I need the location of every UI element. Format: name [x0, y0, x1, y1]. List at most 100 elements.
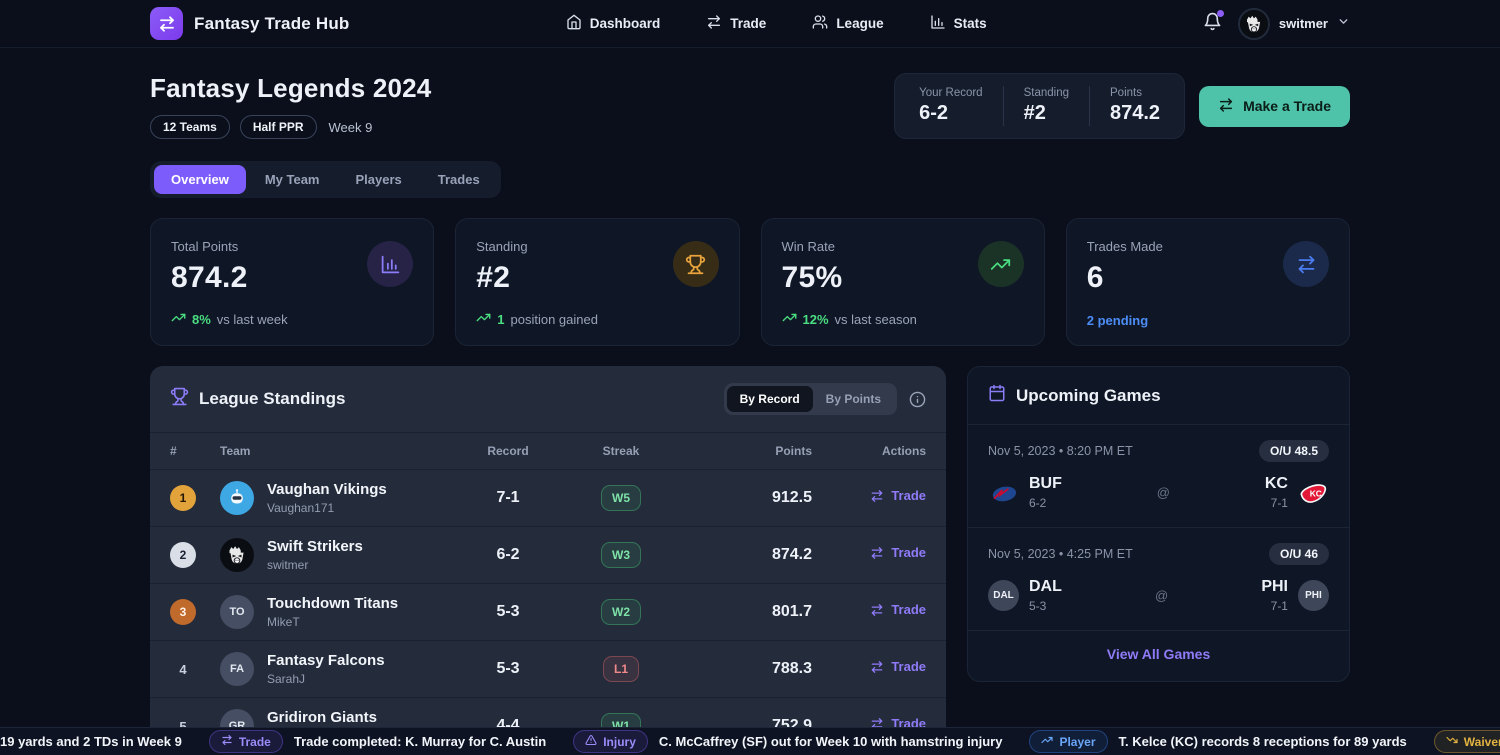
trade-button[interactable]: Trade — [870, 545, 926, 560]
swap-icon — [221, 734, 233, 749]
nav-item-dashboard[interactable]: Dashboard — [566, 14, 661, 33]
col-rank: # — [170, 444, 177, 458]
username: switmer — [1278, 16, 1328, 31]
team-avatar-mascot-icon — [220, 538, 254, 572]
away-team-record: 5-3 — [1029, 599, 1047, 613]
primary-nav: Dashboard Trade League Stats — [566, 14, 987, 33]
team-name: Vaughan Vikings — [267, 481, 387, 498]
swap-icon — [706, 14, 722, 33]
record-summary: Your Record 6-2 Standing #2 Points 874.2 — [894, 73, 1186, 139]
streak-badge: W5 — [601, 485, 641, 511]
nav-label: Dashboard — [589, 16, 661, 31]
league-meta: 12 Teams Half PPR Week 9 — [150, 115, 431, 139]
home-team-record: 7-1 — [1270, 496, 1288, 510]
at-symbol: @ — [1156, 485, 1170, 500]
trend-value: 8% — [192, 311, 211, 327]
points-value: 874.2 — [1110, 102, 1161, 124]
game-card[interactable]: Nov 5, 2023 • 4:25 PM ET O/U 46 DAL DAL … — [968, 528, 1349, 631]
tab-my-team[interactable]: My Team — [248, 165, 337, 194]
dal-logo: DAL — [988, 580, 1019, 611]
brand[interactable]: Fantasy Trade Hub — [150, 7, 350, 40]
trophy-icon — [672, 241, 719, 287]
page-header: Fantasy Legends 2024 12 Teams Half PPR W… — [150, 73, 1350, 139]
ticker-text: 19 yards and 2 TDs in Week 9 — [0, 734, 182, 749]
tab-trades[interactable]: Trades — [421, 165, 497, 194]
bills-logo-icon — [988, 477, 1019, 508]
nav-item-league[interactable]: League — [812, 14, 884, 33]
pending-link[interactable]: 2 pending — [1086, 313, 1149, 328]
stat-label: Win Rate — [781, 239, 835, 254]
toggle-by-record[interactable]: By Record — [726, 386, 813, 412]
teams-badge: 12 Teams — [150, 115, 230, 139]
home-team-record: 7-1 — [1270, 599, 1288, 613]
stat-pending[interactable]: 2 pending — [1087, 313, 1148, 328]
ticker-item: Trade Trade completed: K. Murray for C. … — [208, 730, 546, 753]
stat-card-total-points: Total Points 874.2 8% vs last week — [150, 218, 435, 346]
notifications-button[interactable] — [1203, 9, 1224, 36]
trend-text: vs last week — [216, 311, 288, 327]
make-a-trade-button[interactable]: Make a Trade — [1199, 85, 1350, 127]
nav-label: League — [836, 16, 884, 31]
trending-up-icon — [977, 241, 1024, 287]
rank-badge: 4 — [179, 661, 187, 677]
view-all-games-link[interactable]: View All Games — [1106, 646, 1211, 662]
table-row[interactable]: 3 TO Touchdown Titans MikeT 5-3 W2 801.7… — [150, 583, 946, 640]
injury-badge: Injury — [573, 730, 648, 753]
tab-players[interactable]: Players — [339, 165, 419, 194]
rank-badge: 2 — [170, 542, 196, 568]
team-owner: switmer — [267, 558, 309, 572]
away-team-abbr: DAL — [1029, 578, 1062, 595]
record-cell: 5-3 — [496, 660, 520, 677]
table-row[interactable]: 4 FA Fantasy Falcons SarahJ 5-3 L1 788.3… — [150, 640, 946, 697]
trade-button[interactable]: Trade — [870, 602, 926, 617]
toggle-by-points[interactable]: By Points — [813, 386, 894, 412]
trend-value: 12% — [802, 311, 829, 327]
nav-label: Stats — [953, 16, 987, 31]
stat-trend: 1 position gained — [476, 310, 598, 328]
nav-label: Trade — [730, 16, 767, 31]
stat-card-standing: Standing #2 1 position gained — [455, 218, 740, 346]
home-icon — [566, 14, 582, 33]
stat-cards: Total Points 874.2 8% vs last week Stand… — [150, 218, 1350, 346]
streak-badge: L1 — [602, 656, 639, 682]
standing-value: #2 — [1023, 102, 1046, 124]
trade-label: Trade — [891, 659, 926, 675]
info-icon[interactable] — [909, 391, 926, 408]
trade-button[interactable]: Trade — [870, 488, 926, 503]
trend-value: 1 — [497, 311, 505, 327]
trade-label: Trade — [891, 602, 926, 618]
rank-badge: 1 — [170, 485, 196, 511]
notification-dot — [1216, 9, 1224, 17]
game-card[interactable]: Nov 5, 2023 • 8:20 PM ET O/U 48.5 BUF 6-… — [968, 425, 1349, 528]
table-row[interactable]: 2 Swift Strikers switmer 6-2 W3 874.2 Tr… — [150, 526, 946, 583]
bar-chart-icon — [367, 241, 414, 287]
points-label: Points — [1110, 87, 1142, 99]
nav-item-trade[interactable]: Trade — [706, 14, 766, 33]
badge-label: Player — [1059, 734, 1096, 749]
news-ticker[interactable]: 19 yards and 2 TDs in Week 9 Trade Trade… — [0, 727, 1500, 755]
record-cell: 6-2 — [496, 546, 520, 563]
stat-value: #2 — [476, 261, 511, 294]
team-avatar-initials: TO — [220, 595, 254, 629]
chiefs-logo-icon: KC — [1298, 477, 1329, 508]
points-cell: 912.5 — [771, 489, 812, 506]
trade-button[interactable]: Trade — [870, 659, 926, 674]
tab-overview[interactable]: Overview — [154, 165, 246, 194]
week-label: Week 9 — [328, 119, 373, 135]
team-owner: MikeT — [267, 615, 300, 629]
stat-label: Standing — [476, 239, 528, 254]
cta-label: Make a Trade — [1243, 98, 1331, 114]
ticker-item: Waiver D. Hopkins claimed off waivers — [1433, 730, 1500, 753]
trophy-icon — [170, 387, 189, 411]
game-datetime: Nov 5, 2023 • 8:20 PM ET — [988, 444, 1133, 458]
trending-up-icon — [1041, 734, 1054, 749]
trade-label: Trade — [891, 545, 926, 561]
user-menu[interactable]: switmer — [1237, 7, 1350, 40]
stat-trend: 8% vs last week — [171, 310, 288, 328]
avatar — [1237, 7, 1270, 40]
swap-icon — [1218, 97, 1234, 116]
record-cell: 5-3 — [496, 603, 520, 620]
table-row[interactable]: 1 Vaughan Vikings Vaughan171 7-1 W5 912.… — [150, 469, 946, 526]
nav-right: switmer — [1203, 7, 1350, 40]
nav-item-stats[interactable]: Stats — [930, 14, 987, 33]
